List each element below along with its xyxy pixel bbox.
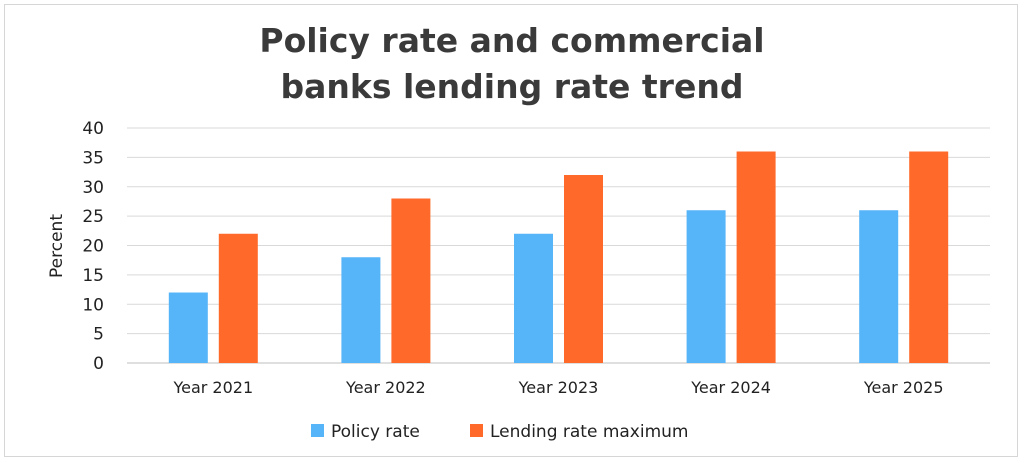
chart-title-line-1: Policy rate and commercial xyxy=(259,21,765,60)
y-tick-label: 30 xyxy=(82,178,104,198)
chart-frame xyxy=(4,4,1018,457)
bar-lending-rate-maximum xyxy=(736,151,776,363)
chart-title-line-2: banks lending rate trend xyxy=(280,67,744,106)
y-tick-label: 10 xyxy=(82,295,104,315)
bar-policy-rate xyxy=(168,292,208,363)
legend: Policy rate Lending rate maximum xyxy=(311,422,688,442)
chart-title: Policy rate and commercial banks lending… xyxy=(0,18,1024,110)
x-category-label: Year 2023 xyxy=(518,378,599,397)
y-axis-ticks: 0 5 10 15 20 25 30 35 40 xyxy=(82,119,104,374)
y-axis-label: Percent xyxy=(47,214,67,278)
legend-swatch xyxy=(311,424,324,437)
x-category-label: Year 2024 xyxy=(690,378,771,397)
y-tick-label: 15 xyxy=(82,266,104,286)
y-tick-label: 0 xyxy=(93,354,104,374)
legend-swatch xyxy=(470,424,483,437)
gridlines xyxy=(127,127,990,364)
bar-policy-rate xyxy=(686,210,726,363)
bar-lending-rate-maximum xyxy=(218,233,258,363)
x-category-label: Year 2021 xyxy=(172,378,253,397)
bar-lending-rate-maximum xyxy=(391,198,431,363)
bar-policy-rate xyxy=(859,210,899,363)
y-tick-label: 5 xyxy=(93,325,104,345)
x-category-label: Year 2022 xyxy=(345,378,426,397)
bars xyxy=(168,151,949,363)
y-tick-label: 25 xyxy=(82,207,104,227)
legend-label: Policy rate xyxy=(331,422,420,442)
y-tick-label: 40 xyxy=(82,119,104,139)
bar-policy-rate xyxy=(514,233,553,363)
bar-policy-rate xyxy=(341,257,381,363)
legend-label: Lending rate maximum xyxy=(490,422,688,442)
x-category-label: Year 2025 xyxy=(863,378,944,397)
y-tick-label: 35 xyxy=(82,148,104,168)
y-tick-label: 20 xyxy=(82,237,104,257)
bar-lending-rate-maximum xyxy=(909,151,949,363)
bar-lending-rate-maximum xyxy=(564,175,603,363)
x-axis-categories: Year 2021 Year 2022 Year 2023 Year 2024 Year… xyxy=(172,378,943,397)
